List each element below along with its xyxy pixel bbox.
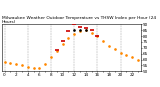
Text: Milwaukee Weather Outdoor Temperature vs THSW Index per Hour (24 Hours): Milwaukee Weather Outdoor Temperature vs…	[2, 16, 156, 24]
